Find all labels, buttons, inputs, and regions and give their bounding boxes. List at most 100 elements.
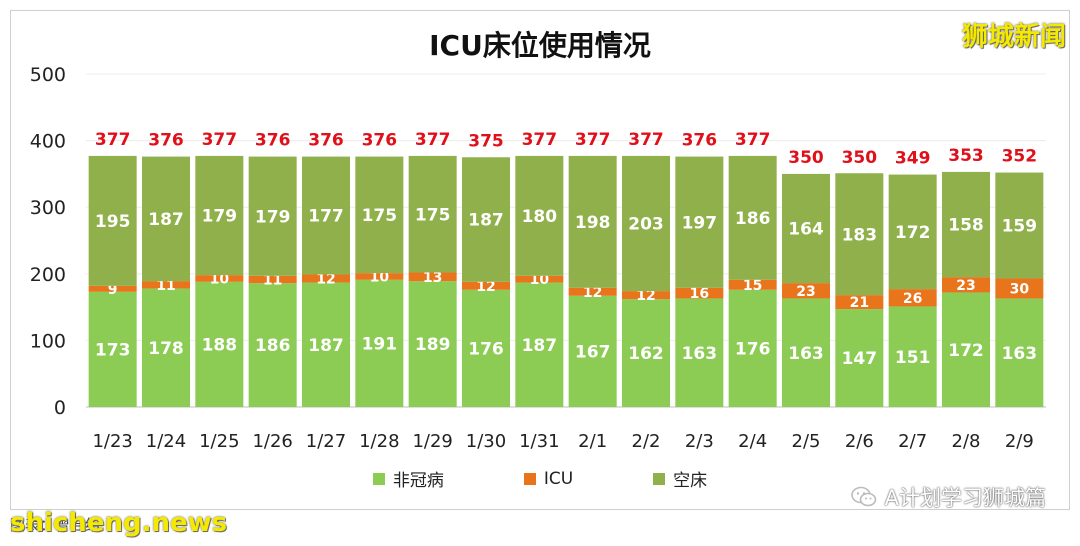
x-tick-label: 2/6 [845,431,874,452]
data-label: 176 [735,340,771,360]
data-label: 13 [423,270,442,286]
bar-segment [462,289,510,407]
data-label: 158 [948,216,984,236]
x-tick-label: 1/24 [146,431,186,452]
data-label: 9 [108,282,118,298]
y-tick-label: 500 [30,64,66,86]
total-label: 350 [842,148,878,168]
x-tick-label: 2/7 [898,431,927,452]
data-label: 15 [743,278,762,294]
data-label: 12 [583,285,602,301]
x-tick-label: 2/4 [738,431,767,452]
data-label: 10 [530,272,550,288]
bar-segment [568,287,617,296]
data-label: 198 [575,213,611,233]
bar-segment [462,157,510,282]
legend-item-icu: ICU [523,466,573,491]
total-label: 377 [522,130,558,150]
total-label: 377 [415,130,451,150]
bar-segment [888,289,937,307]
data-label: 162 [628,344,664,364]
y-tick-label: 100 [30,330,66,352]
data-label: 179 [255,207,291,227]
data-label: 26 [903,291,922,307]
total-label: 352 [1002,147,1038,167]
x-tick-label: 2/3 [685,431,714,452]
bar-segment [835,173,884,296]
total-label: 376 [255,131,291,151]
bar-segment [195,281,244,407]
total-label: 353 [948,146,984,166]
bar-segment [675,298,724,407]
data-label: 12 [316,272,335,288]
bar-segment [568,295,617,407]
wechat-account-name: A计划学习狮城篇 [884,486,1046,510]
bar-segment [888,174,937,290]
data-label: 176 [468,340,504,360]
bar-segment [782,283,830,299]
bar-segment [622,155,670,292]
bar-segment [88,291,137,407]
bar-segment [675,156,724,288]
total-label: 376 [362,131,398,151]
x-tick-label: 2/1 [578,431,607,452]
data-label: 187 [468,211,504,231]
x-tick-label: 2/5 [792,431,821,452]
chart-title: ICU床位使用情况 [429,29,651,62]
bar-segment [142,288,190,407]
data-label: 186 [255,336,291,356]
data-label: 187 [148,210,184,230]
total-label: 377 [735,130,771,150]
data-label: 16 [690,286,709,302]
bar-segment [942,292,990,407]
data-label: 10 [210,272,230,288]
bar-segment [302,274,350,283]
data-label: 12 [476,279,495,295]
bar-segment [355,273,404,280]
bar-segment [248,275,297,284]
bar-segment [88,155,137,286]
y-tick-label: 0 [54,397,66,419]
bar-segment [995,172,1044,279]
total-label: 377 [575,130,611,150]
x-tick-label: 1/29 [412,431,452,452]
bar-segment [248,156,297,276]
bar-segment [995,278,1044,299]
data-label: 197 [682,213,718,233]
data-label: 191 [362,335,398,355]
data-label: 164 [788,220,824,240]
source-note: 图表：曾启绍 [10,516,101,534]
bar-segment [515,275,564,283]
data-label: 189 [415,335,451,355]
x-tick-label: 1/26 [252,431,292,452]
x-tick-label: 1/31 [519,431,559,452]
data-label: 23 [956,278,975,294]
data-label: 179 [202,207,238,227]
y-tick-label: 400 [30,131,66,153]
data-label: 177 [308,207,344,227]
bar-segment [302,156,350,275]
legend-swatch-empty-beds [653,472,666,485]
legend-item-empty-beds: 空床 [653,466,707,491]
data-label: 11 [156,278,175,294]
bar-segment [88,285,137,292]
brand-watermark-bottom: shicheng.news [10,508,228,538]
legend-item-non-covid: 非冠病 [372,466,444,491]
bar-segment [142,281,190,289]
y-tick-label: 300 [30,197,66,219]
x-tick-label: 1/23 [92,431,132,452]
bar-segment [942,277,990,293]
wechat-icon [850,486,877,508]
data-label: 163 [788,344,824,364]
bar-segment [462,281,510,290]
bar-segment [995,298,1044,407]
total-label: 377 [628,130,664,150]
data-label: 172 [895,223,931,243]
data-label: 167 [575,343,611,363]
bar-segment [248,283,297,407]
legend-swatch-non-covid [372,472,385,485]
bar-segment [355,279,404,407]
legend-swatch-icu [523,472,536,485]
data-label: 188 [202,336,238,356]
total-label: 376 [148,131,184,151]
